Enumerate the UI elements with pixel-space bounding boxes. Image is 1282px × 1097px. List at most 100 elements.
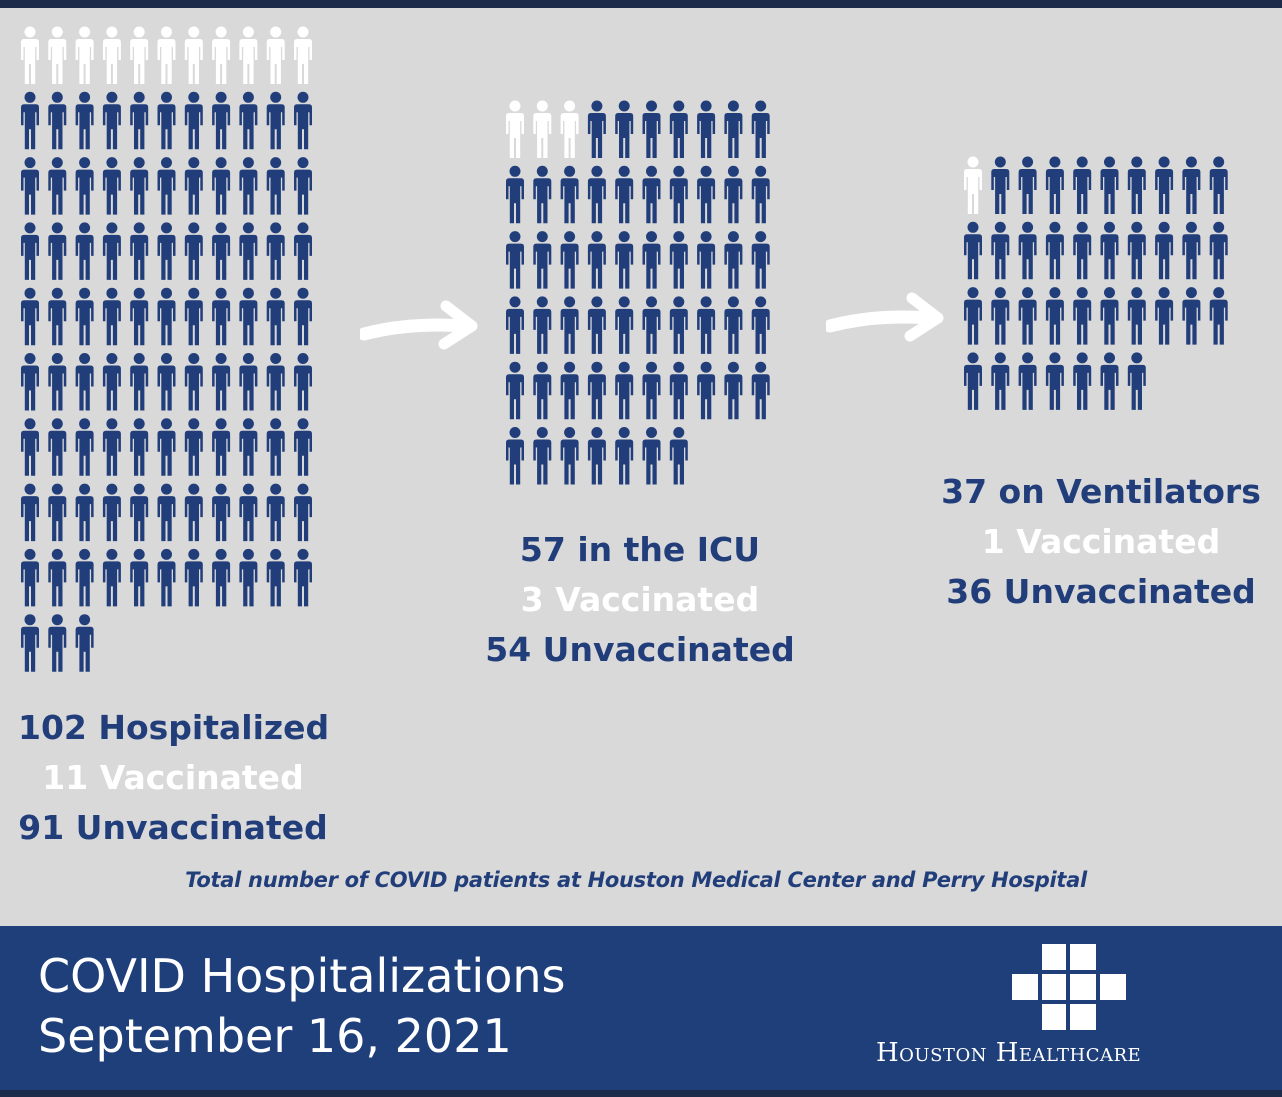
banner-title: COVID Hospitalizations September 16, 202… bbox=[38, 946, 565, 1066]
unvaccinated-person-icon bbox=[294, 418, 312, 476]
unvaccinated-person-icon bbox=[102, 548, 121, 607]
unvaccinated-person-icon bbox=[130, 483, 149, 542]
unvaccinated-person-icon bbox=[1155, 287, 1174, 345]
unvaccinated-person-icon bbox=[1045, 221, 1064, 280]
ventilators-total-label: 37 on Ventilators bbox=[941, 472, 1261, 511]
unvaccinated-person-icon bbox=[21, 222, 39, 280]
unvaccinated-person-icon bbox=[239, 418, 258, 476]
vaccinated-person-icon bbox=[239, 26, 258, 84]
unvaccinated-person-icon bbox=[130, 157, 149, 215]
unvaccinated-person-icon bbox=[560, 165, 579, 224]
unvaccinated-person-icon bbox=[212, 548, 231, 607]
unvaccinated-person-icon bbox=[157, 222, 176, 280]
hospitalized-stats: 102 Hospitalized 11 Vaccinated 91 Unvacc… bbox=[18, 703, 329, 853]
ventilators-unvaccinated-label: 36 Unvaccinated bbox=[946, 572, 1256, 611]
unvaccinated-person-icon bbox=[294, 548, 312, 607]
footnote: Total number of COVID patients at Housto… bbox=[185, 868, 1087, 892]
unvaccinated-person-icon bbox=[75, 614, 94, 672]
unvaccinated-person-icon bbox=[130, 287, 149, 346]
unvaccinated-person-icon bbox=[75, 157, 94, 215]
unvaccinated-person-icon bbox=[184, 222, 203, 280]
hospitalized-unvaccinated-label: 91 Unvaccinated bbox=[18, 808, 328, 847]
infographic: 102 Hospitalized 11 Vaccinated 91 Unvacc… bbox=[0, 8, 1282, 1090]
unvaccinated-person-icon bbox=[102, 353, 121, 411]
unvaccinated-person-icon bbox=[642, 361, 661, 420]
unvaccinated-person-icon bbox=[1127, 287, 1146, 345]
ventilators-pictogram bbox=[964, 156, 1228, 410]
unvaccinated-person-icon bbox=[697, 165, 716, 224]
unvaccinated-person-icon bbox=[587, 427, 606, 485]
unvaccinated-person-icon bbox=[102, 287, 121, 346]
unvaccinated-person-icon bbox=[724, 231, 743, 289]
unvaccinated-person-icon bbox=[533, 427, 552, 485]
unvaccinated-person-icon bbox=[212, 91, 231, 150]
unvaccinated-person-icon bbox=[669, 427, 688, 485]
icu-stats: 57 in the ICU 3 Vaccinated 54 Unvaccinat… bbox=[485, 525, 795, 675]
unvaccinated-person-icon bbox=[506, 231, 524, 289]
unvaccinated-person-icon bbox=[506, 361, 524, 420]
unvaccinated-person-icon bbox=[1018, 221, 1037, 280]
unvaccinated-person-icon bbox=[642, 165, 661, 224]
unvaccinated-person-icon bbox=[212, 157, 231, 215]
unvaccinated-person-icon bbox=[1100, 287, 1119, 345]
vaccinated-person-icon bbox=[212, 26, 231, 84]
unvaccinated-person-icon bbox=[239, 353, 258, 411]
unvaccinated-person-icon bbox=[964, 287, 982, 345]
unvaccinated-person-icon bbox=[212, 483, 231, 542]
unvaccinated-person-icon bbox=[751, 231, 770, 289]
unvaccinated-person-icon bbox=[212, 287, 231, 346]
unvaccinated-person-icon bbox=[157, 418, 176, 476]
banner-title-line1: COVID Hospitalizations bbox=[38, 949, 566, 1003]
unvaccinated-person-icon bbox=[724, 361, 743, 420]
vaccinated-person-icon bbox=[506, 100, 524, 158]
unvaccinated-person-icon bbox=[239, 548, 258, 607]
unvaccinated-person-icon bbox=[239, 91, 258, 150]
unvaccinated-person-icon bbox=[294, 287, 312, 346]
unvaccinated-person-icon bbox=[102, 222, 121, 280]
arrow-right-icon bbox=[826, 292, 944, 342]
icu-unvaccinated-label: 54 Unvaccinated bbox=[485, 630, 795, 669]
unvaccinated-person-icon bbox=[1073, 156, 1092, 214]
unvaccinated-person-icon bbox=[48, 353, 67, 411]
unvaccinated-person-icon bbox=[294, 91, 312, 150]
unvaccinated-person-icon bbox=[294, 483, 312, 542]
unvaccinated-person-icon bbox=[266, 418, 285, 476]
unvaccinated-person-icon bbox=[184, 548, 203, 607]
unvaccinated-person-icon bbox=[1182, 156, 1201, 214]
unvaccinated-person-icon bbox=[697, 231, 716, 289]
unvaccinated-person-icon bbox=[130, 548, 149, 607]
unvaccinated-person-icon bbox=[615, 231, 634, 289]
unvaccinated-person-icon bbox=[1073, 221, 1092, 280]
unvaccinated-person-icon bbox=[130, 222, 149, 280]
unvaccinated-person-icon bbox=[724, 296, 743, 354]
unvaccinated-person-icon bbox=[239, 157, 258, 215]
unvaccinated-person-icon bbox=[724, 165, 743, 224]
unvaccinated-person-icon bbox=[587, 231, 606, 289]
unvaccinated-person-icon bbox=[1018, 352, 1037, 410]
unvaccinated-person-icon bbox=[48, 483, 67, 542]
unvaccinated-person-icon bbox=[615, 296, 634, 354]
icu-vaccinated-label: 3 Vaccinated bbox=[520, 580, 760, 619]
unvaccinated-person-icon bbox=[130, 353, 149, 411]
hospitalized-pictogram bbox=[21, 26, 312, 672]
unvaccinated-person-icon bbox=[615, 100, 634, 158]
unvaccinated-person-icon bbox=[1127, 352, 1146, 410]
unvaccinated-person-icon bbox=[212, 353, 231, 411]
ventilators-vaccinated-label: 1 Vaccinated bbox=[981, 522, 1221, 561]
vaccinated-person-icon bbox=[560, 100, 579, 158]
unvaccinated-person-icon bbox=[21, 287, 39, 346]
unvaccinated-person-icon bbox=[964, 221, 982, 280]
unvaccinated-person-icon bbox=[1127, 221, 1146, 280]
unvaccinated-person-icon bbox=[157, 353, 176, 411]
ventilators-stats: 37 on Ventilators 1 Vaccinated 36 Unvacc… bbox=[941, 467, 1261, 617]
vaccinated-person-icon bbox=[184, 26, 203, 84]
unvaccinated-person-icon bbox=[48, 418, 67, 476]
unvaccinated-person-icon bbox=[560, 296, 579, 354]
ventilators-panel: 37 on Ventilators 1 Vaccinated 36 Unvacc… bbox=[941, 156, 1261, 656]
unvaccinated-person-icon bbox=[669, 100, 688, 158]
unvaccinated-person-icon bbox=[266, 548, 285, 607]
unvaccinated-person-icon bbox=[102, 483, 121, 542]
unvaccinated-person-icon bbox=[102, 91, 121, 150]
unvaccinated-person-icon bbox=[102, 157, 121, 215]
unvaccinated-person-icon bbox=[751, 361, 770, 420]
